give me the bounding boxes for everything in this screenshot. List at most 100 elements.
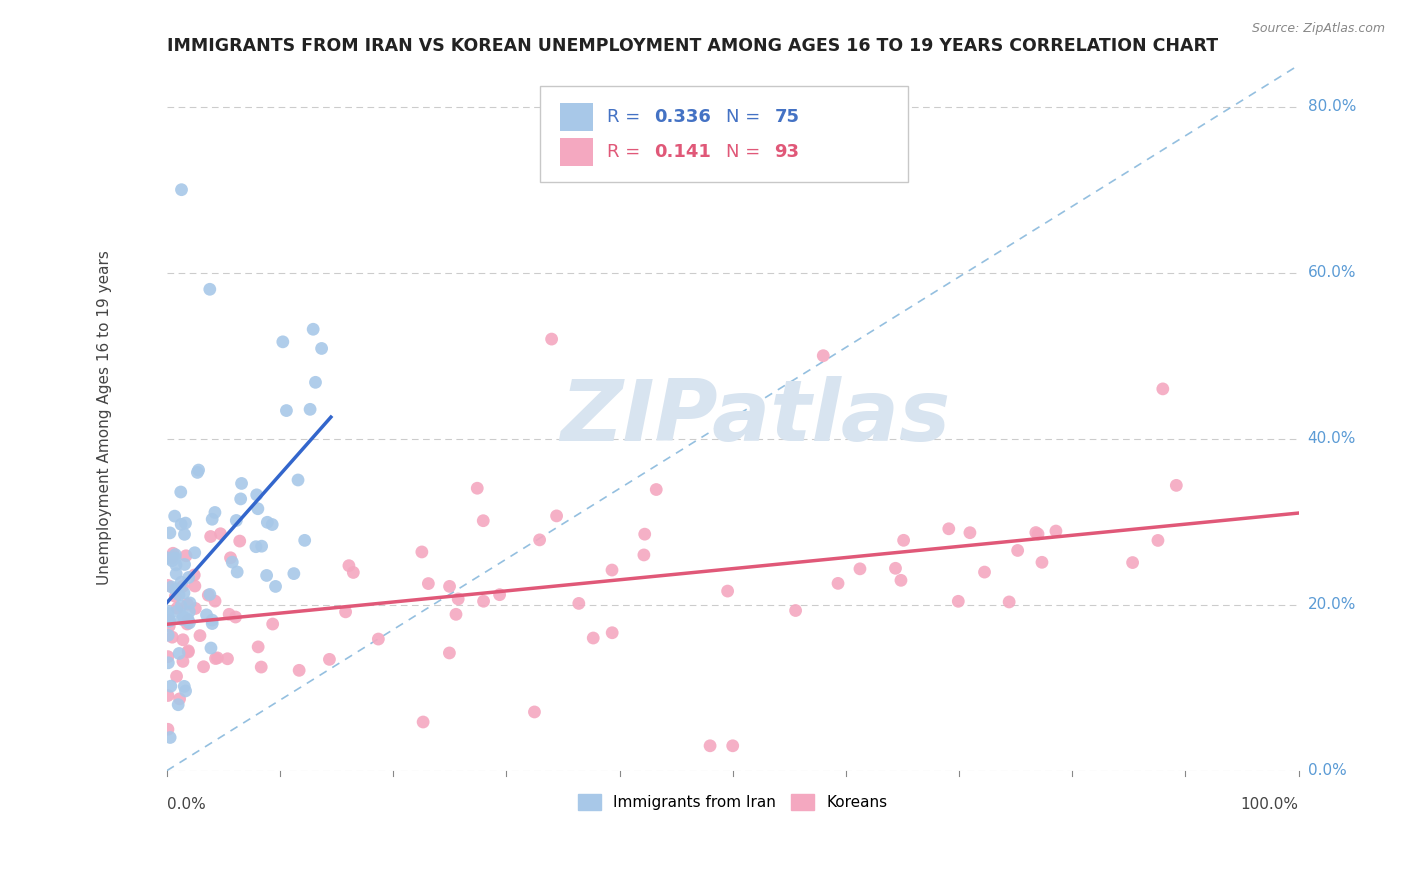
Point — [412, 714, 434, 729]
Point — [418, 576, 440, 591]
Point — [229, 491, 252, 506]
Text: 40.0%: 40.0% — [1308, 431, 1355, 446]
Point — [169, 691, 191, 706]
Text: 0.0%: 0.0% — [1308, 764, 1347, 778]
Point — [160, 580, 183, 594]
Point — [1025, 525, 1047, 540]
Point — [568, 596, 591, 610]
Point — [159, 614, 181, 628]
Point — [156, 611, 179, 625]
Point — [183, 568, 205, 582]
Text: 93: 93 — [775, 143, 800, 161]
Point — [165, 566, 187, 581]
Point — [447, 591, 470, 606]
Point — [198, 282, 221, 296]
Point — [173, 610, 195, 624]
Point — [634, 527, 657, 541]
Point — [159, 613, 181, 627]
Point — [162, 546, 184, 560]
Point — [264, 579, 287, 593]
Point — [160, 554, 183, 568]
Point — [157, 614, 180, 628]
Point — [157, 656, 180, 670]
Text: 0.0%: 0.0% — [167, 797, 205, 813]
Text: 0.141: 0.141 — [655, 143, 711, 161]
Text: 20.0%: 20.0% — [1308, 597, 1355, 612]
Point — [170, 485, 193, 500]
Point — [813, 349, 835, 363]
Point — [318, 652, 340, 666]
Point — [529, 533, 551, 547]
Point — [198, 587, 221, 601]
Point — [167, 647, 190, 661]
Text: R =: R = — [607, 108, 647, 126]
Point — [219, 550, 242, 565]
Text: IMMIGRANTS FROM IRAN VS KOREAN UNEMPLOYMENT AMONG AGES 16 TO 19 YEARS CORRELATIO: IMMIGRANTS FROM IRAN VS KOREAN UNEMPLOYM… — [167, 37, 1218, 55]
Point — [165, 548, 187, 562]
Point — [890, 574, 912, 588]
Point — [472, 594, 495, 608]
Point — [179, 605, 201, 619]
Point — [157, 628, 180, 642]
Point — [1147, 533, 1170, 548]
Point — [163, 509, 186, 524]
Point — [172, 612, 194, 626]
Point — [1007, 543, 1029, 558]
Point — [200, 529, 222, 543]
Point — [177, 570, 200, 584]
Point — [177, 612, 200, 626]
Point — [188, 629, 211, 643]
Point — [157, 619, 180, 633]
Point — [1026, 527, 1049, 541]
Point — [170, 517, 193, 532]
Bar — [560, 103, 593, 131]
Point — [157, 614, 180, 628]
Point — [337, 558, 360, 573]
Point — [217, 652, 239, 666]
Point — [159, 731, 181, 745]
Text: R =: R = — [607, 143, 652, 161]
Point — [176, 597, 198, 611]
Text: 80.0%: 80.0% — [1308, 99, 1355, 114]
Point — [439, 579, 461, 593]
Text: Unemployment Among Ages 16 to 19 years: Unemployment Among Ages 16 to 19 years — [97, 251, 112, 585]
Point — [276, 403, 298, 417]
Point — [177, 613, 200, 627]
Point — [959, 525, 981, 540]
Point — [177, 644, 200, 658]
Point — [271, 334, 294, 349]
Point — [1166, 478, 1188, 492]
Point — [302, 322, 325, 336]
Text: 100.0%: 100.0% — [1240, 797, 1299, 813]
Point — [262, 617, 284, 632]
Point — [299, 402, 322, 417]
Point — [250, 660, 273, 674]
Point — [465, 481, 488, 495]
Point — [540, 332, 562, 346]
Point — [179, 596, 201, 610]
Point — [262, 517, 284, 532]
Point — [472, 514, 495, 528]
Point — [250, 539, 273, 553]
Point — [1122, 556, 1144, 570]
Point — [247, 640, 270, 654]
Point — [201, 613, 224, 627]
Legend: Immigrants from Iran, Koreans: Immigrants from Iran, Koreans — [572, 788, 894, 816]
Point — [166, 604, 188, 618]
Point — [523, 705, 546, 719]
Point — [246, 501, 269, 516]
Point — [156, 551, 179, 566]
Point — [633, 548, 655, 562]
Point — [201, 616, 224, 631]
Point — [166, 601, 188, 615]
Point — [600, 563, 623, 577]
Point — [187, 463, 209, 477]
Point — [699, 739, 721, 753]
Point — [1045, 524, 1067, 538]
Point — [218, 607, 240, 622]
Point — [193, 659, 215, 673]
Point — [201, 512, 224, 526]
Point — [938, 522, 960, 536]
Point — [165, 558, 187, 572]
Point — [172, 579, 194, 593]
